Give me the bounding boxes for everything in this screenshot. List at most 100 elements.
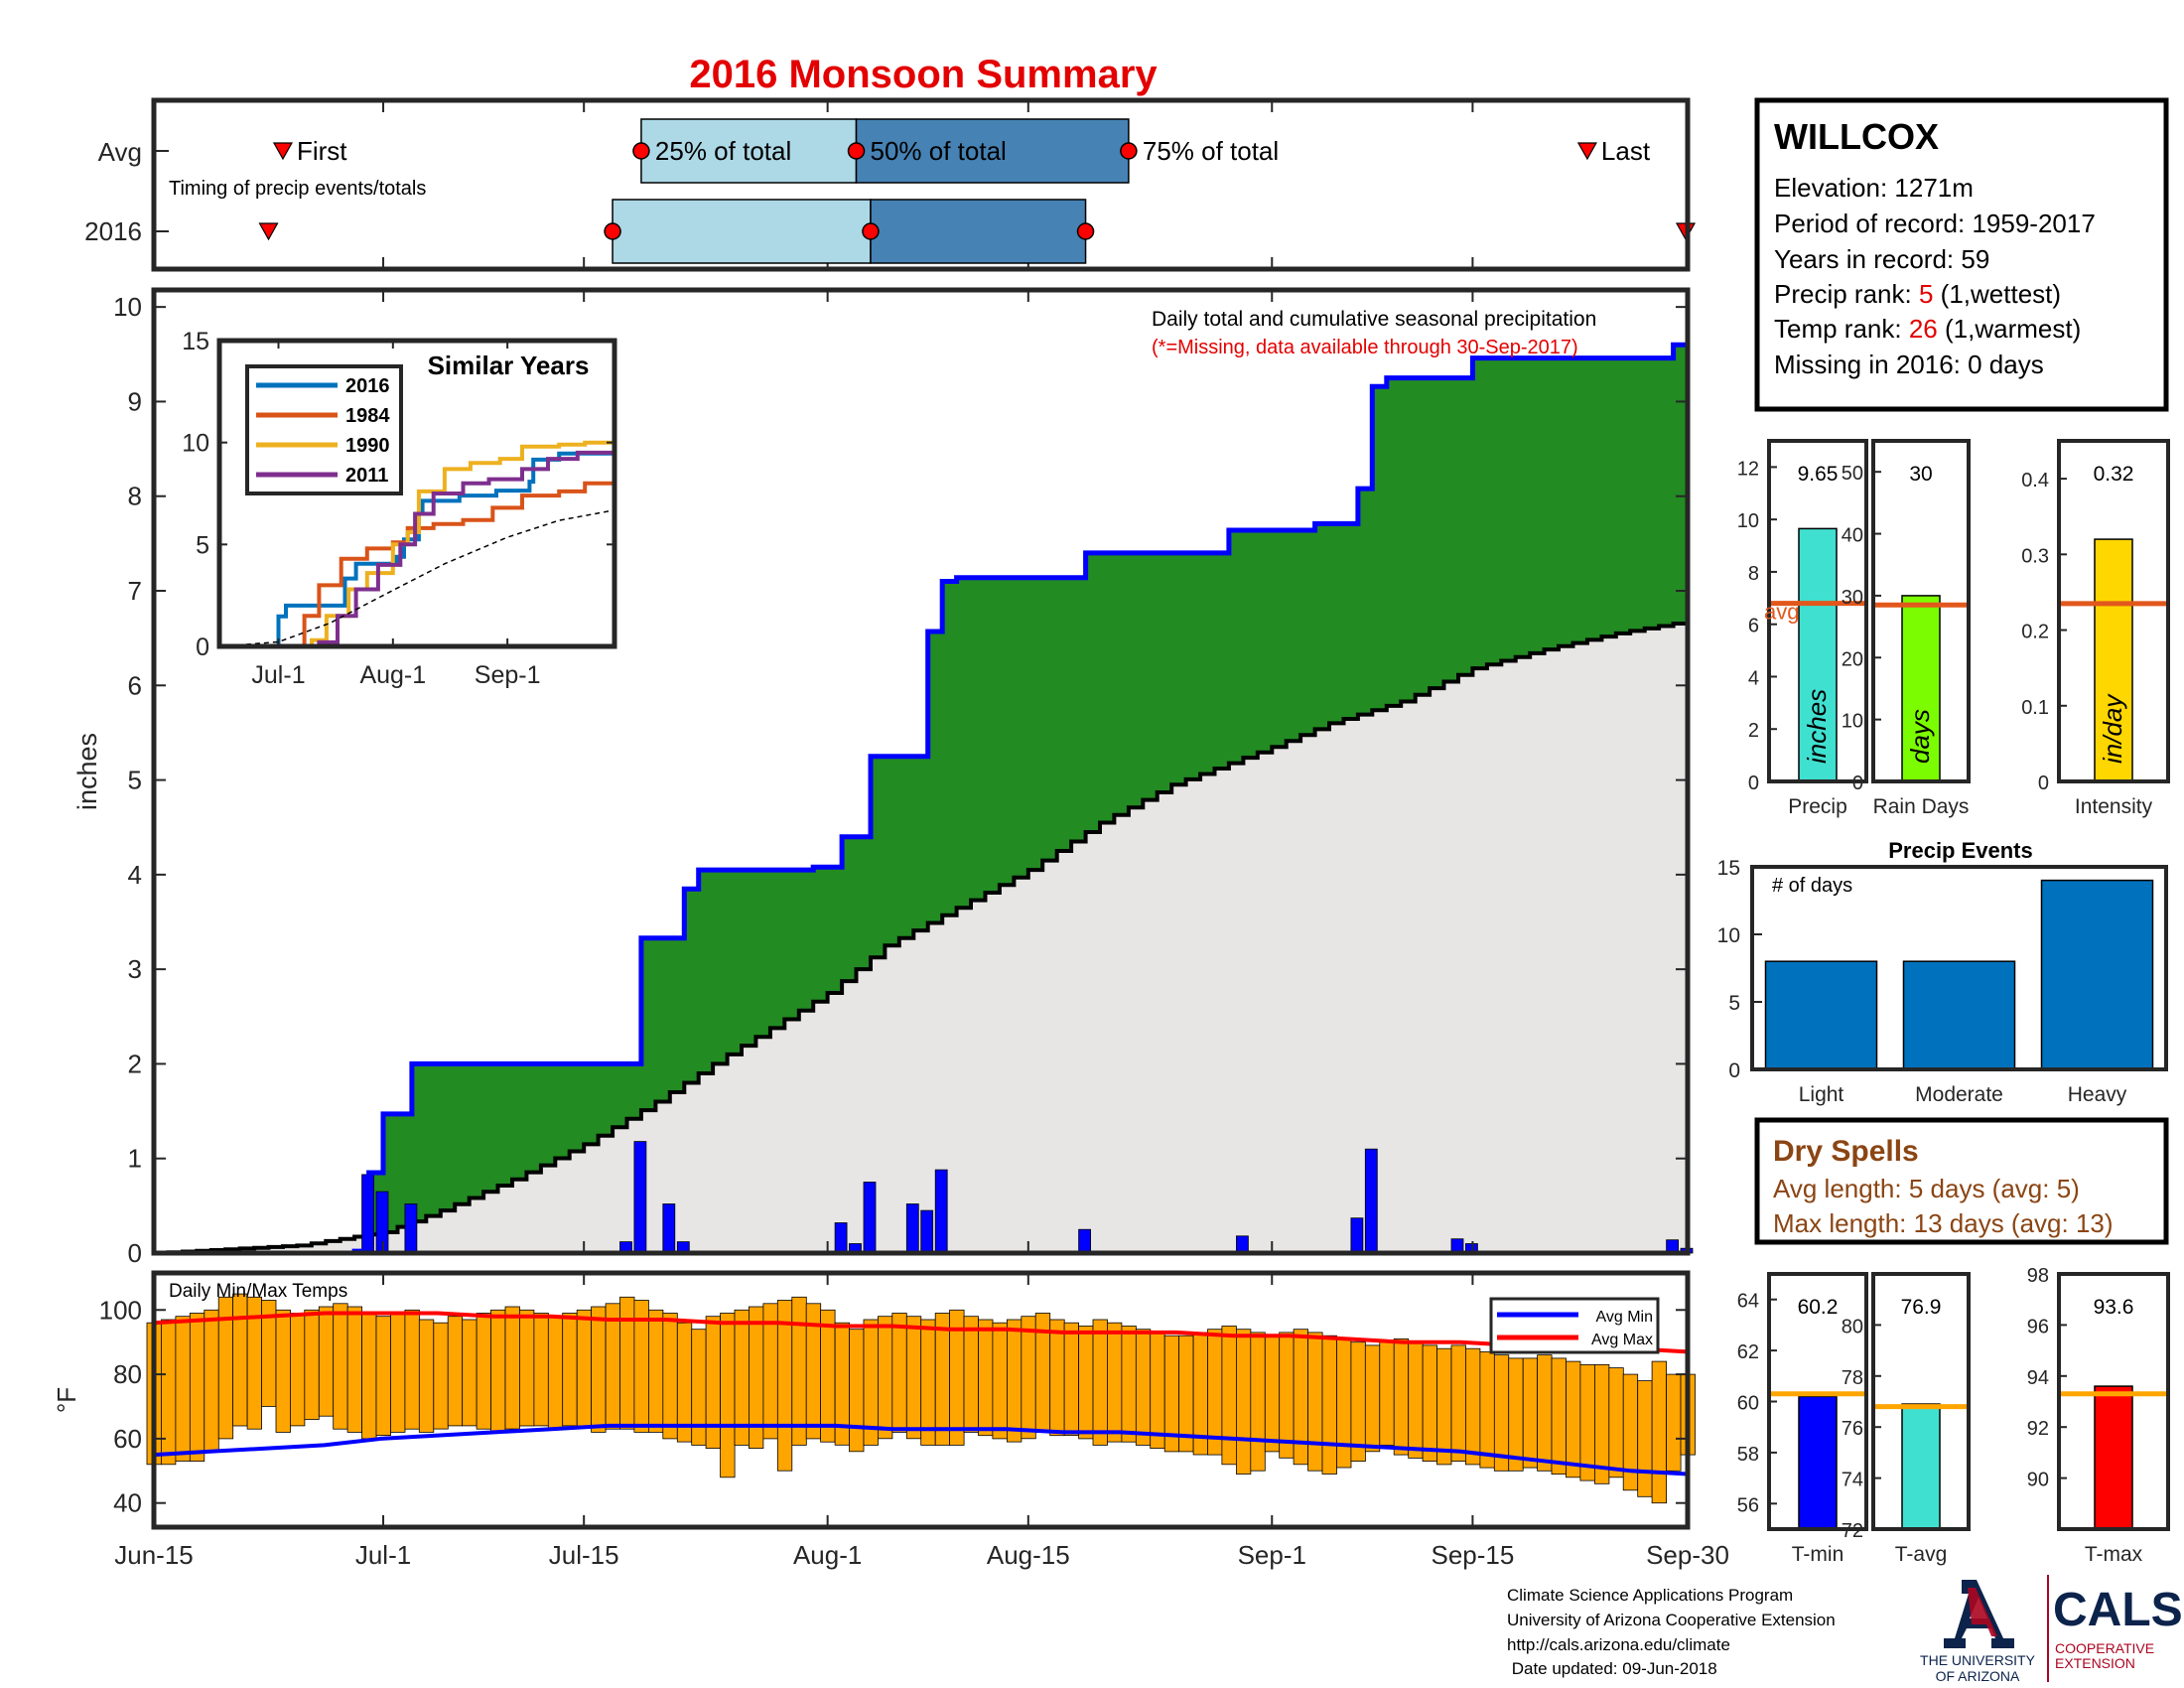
inset-x-tick-label: Sep-1 <box>475 661 541 689</box>
daily-temp-bar <box>1666 1373 1682 1472</box>
main-y-tick-label: 2 <box>128 1049 142 1078</box>
daily-temp-bar <box>1321 1335 1337 1475</box>
daily-temp-bar <box>978 1319 994 1437</box>
timing-row-label-2016: 2016 <box>84 216 142 246</box>
temp-y-tick-label: 80 <box>113 1359 142 1389</box>
daily-temp-bar <box>447 1316 464 1427</box>
daily-temp-bar <box>1393 1338 1410 1456</box>
inset-y-tick-label: 0 <box>196 633 209 661</box>
daily-precip-bar <box>633 1141 647 1254</box>
timing-percentile-marker <box>632 142 650 160</box>
stat-y-tick-label: 8 <box>1748 563 1759 585</box>
main-y-tick-label: 6 <box>128 670 142 700</box>
stat-y-tick-label: 50 <box>1842 463 1863 485</box>
daily-temp-bar <box>963 1316 979 1433</box>
daily-temp-bar <box>1637 1380 1653 1497</box>
daily-temp-bar <box>160 1319 177 1466</box>
stat-bar-t-max <box>2094 1385 2133 1530</box>
daily-precip-bar <box>1236 1235 1249 1254</box>
inset-series-line-2016 <box>219 449 616 648</box>
timing-box-late <box>870 199 1087 264</box>
station-info-box: WILLCOX Elevation: 1271m Period of recor… <box>1754 97 2169 412</box>
station-elevation: Elevation: 1271m <box>1774 173 1974 203</box>
stat-y-tick-label: 2 <box>1748 720 1759 742</box>
daily-precip-bar <box>375 1191 389 1254</box>
inset-x-tick-label: Aug-1 <box>359 661 426 689</box>
daily-precip-bar <box>905 1203 919 1254</box>
stat-value-label: 93.6 <box>2094 1296 2134 1319</box>
timing-p50-label: 50% of total <box>871 136 1007 166</box>
stat-category-label: T-avg <box>1895 1543 1948 1566</box>
stat-y-tick-label: 6 <box>1748 616 1759 637</box>
dry-spells-box: Dry Spells Avg length: 5 days (avg: 5) M… <box>1754 1117 2169 1245</box>
main-y-tick-label: 7 <box>128 576 142 606</box>
daily-temp-bar <box>547 1316 564 1430</box>
main-chart-missing-note: (*=Missing, data available through 30-Se… <box>1152 337 1578 358</box>
daily-temp-bar <box>346 1306 363 1433</box>
inset-x-tick-label: Jul-1 <box>251 661 305 689</box>
daily-temp-bar <box>878 1316 893 1440</box>
daily-temp-bar <box>992 1322 1008 1440</box>
daily-temp-bar <box>361 1313 377 1440</box>
daily-temp-bar <box>591 1306 607 1433</box>
stat-y-tick-label: 98 <box>2027 1265 2049 1287</box>
stat-y-tick-label: 0.1 <box>2021 697 2049 719</box>
events-title: Precip Events <box>1888 838 2033 863</box>
daily-temp-bar <box>418 1319 435 1433</box>
stat-y-tick-label: 90 <box>2027 1470 2049 1491</box>
daily-temp-bar <box>1479 1351 1495 1469</box>
daily-temp-bar <box>1221 1326 1237 1466</box>
daily-temp-bar <box>1135 1329 1152 1446</box>
station-missing: Missing in 2016: 0 days <box>1774 350 2044 379</box>
main-precip-chart: 0 1 2 3 4 5 6 7 8 9 10 inches Daily total and cumu… <box>72 287 1694 1268</box>
daily-temp-bar <box>1092 1319 1108 1446</box>
figure-title: 2016 Monsoon Summary <box>689 53 1158 96</box>
daily-precip-bar <box>934 1169 948 1254</box>
events-y-tick-label: 0 <box>1728 1059 1740 1082</box>
cumulative-2016-line <box>154 340 1691 1256</box>
main-y-tick-label: 5 <box>128 766 142 795</box>
daily-temp-bar <box>533 1313 549 1427</box>
daily-temp-bar <box>504 1306 520 1430</box>
stat-y-tick-label: 62 <box>1737 1341 1759 1363</box>
main-y-tick-label: 9 <box>128 386 142 416</box>
daily-temp-bar <box>1107 1322 1123 1443</box>
footer-credits: Climate Science Applications Program Uni… <box>1507 1586 1836 1678</box>
inset-y-tick-label: 5 <box>196 531 209 559</box>
cals-logo-text: CALS <box>2053 1584 2183 1636</box>
stat-category-label: Rain Days <box>1873 795 1970 818</box>
stat-y-tick-label: 12 <box>1737 458 1759 480</box>
event-bar-heavy <box>2040 879 2154 1070</box>
daily-temp-bar <box>1063 1322 1079 1436</box>
temp-y-axis-label: °F <box>52 1387 81 1413</box>
stat-bar-t-avg <box>1901 1403 1941 1530</box>
stat-category-label: Precip <box>1788 795 1847 818</box>
daily-precip-bar <box>1078 1228 1091 1254</box>
cals-logo-line1: COOPERATIVE <box>2055 1640 2154 1656</box>
timing-p25-label: 25% of total <box>655 136 791 166</box>
daily-temp-bar <box>1608 1367 1624 1478</box>
stat-y-tick-label: 60 <box>1737 1393 1759 1415</box>
stat-unit-label: inches <box>1802 689 1832 764</box>
daily-precip-bar <box>834 1222 848 1254</box>
x-axis-date-label: Jul-15 <box>549 1540 619 1570</box>
daily-temp-bar <box>1264 1335 1281 1453</box>
footer-url: http://cals.arizona.edu/climate <box>1507 1635 1730 1654</box>
dry-spells-avg: Avg length: 5 days (avg: 5) <box>1773 1174 2080 1203</box>
university-of-arizona-logo: THE UNIVERSITY OF ARIZONA <box>1920 1580 2036 1684</box>
timing-percentile-marker <box>604 222 621 240</box>
main-y-tick-label: 3 <box>128 954 142 984</box>
daily-precip-bar <box>920 1209 934 1254</box>
similar-years-inset: 0 5 10 15 Jul-1 Aug-1 Sep-1 Similar Years 2016… <box>182 328 617 689</box>
daily-temp-bar <box>1450 1344 1466 1463</box>
daily-temp-bar <box>705 1316 721 1449</box>
daily-temp-bar <box>920 1319 936 1446</box>
daily-temp-bar <box>519 1309 535 1427</box>
timing-first-last-marker <box>258 222 279 241</box>
daily-temp-bar <box>1150 1332 1165 1450</box>
daily-temp-bar <box>1436 1347 1452 1466</box>
avg-min-temp-line <box>153 1423 1689 1477</box>
x-axis-date-label: Sep-1 <box>1238 1540 1306 1570</box>
stat-y-tick-label: 56 <box>1737 1494 1759 1516</box>
